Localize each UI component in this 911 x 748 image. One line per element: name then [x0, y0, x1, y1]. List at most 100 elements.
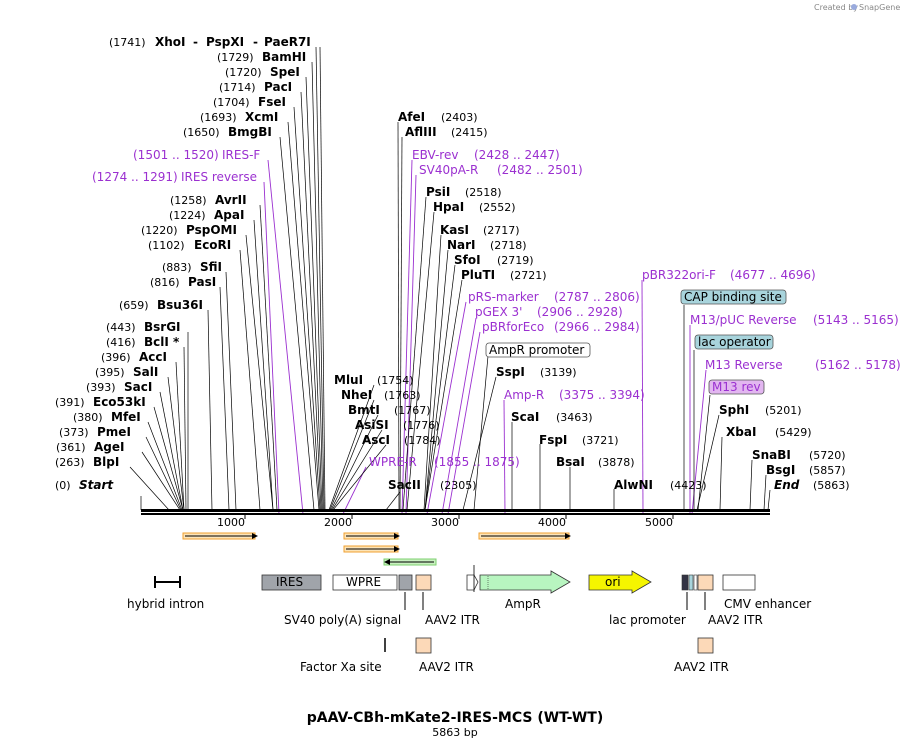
site-name: ScaI — [511, 410, 539, 424]
primer-name: IRES reverse — [181, 170, 257, 184]
site-pos: (883) — [162, 261, 192, 274]
m13-rev-box — [708, 379, 765, 395]
wpre-feature — [332, 574, 398, 591]
orf-arrow — [343, 532, 400, 540]
cmv-enhancer-feature — [722, 574, 756, 591]
mid-leader-lines — [328, 121, 771, 511]
site-name: AccI — [139, 350, 167, 364]
site-pos: (393) — [86, 381, 116, 394]
site-name: KasI — [440, 223, 469, 237]
site-name: Eco53kI — [93, 395, 146, 409]
site-pos: (1784) — [404, 434, 441, 447]
site-pos: (2415) — [451, 126, 488, 139]
ori-label: ori — [605, 575, 621, 589]
site-pos: (3139) — [540, 366, 577, 379]
tick-label: 5000 — [645, 516, 673, 529]
feature-track: hybrid intron IRES WPRE SV40 poly(A) sig… — [127, 565, 811, 674]
primer-name: pBRforEco — [482, 320, 544, 334]
primer-pos: (2966 .. 2984) — [554, 320, 640, 334]
primer-pos: (2906 .. 2928) — [537, 305, 623, 319]
lac-promoter-feature — [681, 574, 689, 591]
aav2-itr-label: AAV2 ITR — [419, 660, 474, 674]
site-name: SalI — [133, 365, 158, 379]
site-name: Bsu36I — [157, 298, 203, 312]
site-pos: (1102) — [148, 239, 185, 252]
site-pos: (396) — [101, 351, 131, 364]
site-pos: (1714) — [219, 81, 256, 94]
sv40-label: SV40 poly(A) signal — [284, 613, 401, 627]
orf-arrow — [343, 545, 400, 553]
site-name: MfeI — [111, 410, 141, 424]
site-pos: (2721) — [510, 269, 547, 282]
site-name: NheI — [341, 388, 372, 402]
site-pos: (361) — [56, 441, 86, 454]
site-pos: (2518) — [465, 186, 502, 199]
ori-feature — [588, 570, 652, 594]
site-name: BsaI — [556, 455, 585, 469]
site-name: PluTI — [461, 268, 495, 282]
site-pos: (3878) — [598, 456, 635, 469]
site-pos: (1720) — [225, 66, 262, 79]
orf-arrows — [182, 532, 571, 566]
plasmid-length: 5863 bp — [432, 726, 477, 739]
site-pos: (395) — [95, 366, 125, 379]
credit-prefix: Created by — [814, 3, 858, 12]
primer-name: pGEX 3' — [475, 305, 522, 319]
lac-operator-label: lac operator — [698, 335, 771, 349]
primer-pos: (3375 .. 3394) — [559, 388, 645, 402]
credit-brand: SnapGene — [859, 3, 900, 12]
hybrid-intron-label: hybrid intron — [127, 597, 204, 611]
site-pos: (391) — [55, 396, 85, 409]
wpre-label: WPRE — [346, 575, 381, 589]
sequence-backbone: 1000 2000 3000 4000 5000 — [141, 509, 770, 529]
sv40-polya-feature — [398, 574, 413, 591]
site-name: SnaBI — [752, 448, 791, 462]
site-pos: (816) — [150, 276, 180, 289]
site-pos: (443) — [106, 321, 136, 334]
site-name: SacII — [388, 478, 421, 492]
tick-marks — [244, 515, 674, 519]
primer-pos: (2482 .. 2501) — [497, 163, 583, 177]
hybrid-intron-feature — [154, 576, 181, 588]
cap-binding-site-label: CAP binding site — [684, 290, 782, 304]
site-name: EcoRI — [194, 238, 231, 252]
site-pos: (1767) — [394, 404, 431, 417]
site-name: AscI — [362, 433, 390, 447]
site-name: MluI — [334, 373, 363, 387]
ampr-promoter-label: AmpR promoter — [489, 343, 584, 357]
primer-name: IRES-F — [222, 148, 260, 162]
primer-leader-lines — [263, 159, 707, 515]
primer-pos: (4677 .. 4696) — [730, 268, 816, 282]
primer-pos: (2787 .. 2806) — [554, 290, 640, 304]
site-name: SacI — [124, 380, 152, 394]
site-pos: (416) — [106, 336, 136, 349]
ampr-promoter-feature — [466, 574, 479, 591]
site-pos: (2718) — [490, 239, 527, 252]
site-pos: (1693) — [200, 111, 237, 124]
site-name: HpaI — [433, 200, 464, 214]
cap-feature — [688, 574, 694, 591]
site-name: FseI — [258, 95, 286, 109]
primer-name: Amp-R — [504, 388, 544, 402]
site-name: PacI — [264, 80, 292, 94]
aav2-itr-feature — [697, 574, 714, 591]
site-name: SpeI — [270, 65, 300, 79]
site-name: SfoI — [454, 253, 481, 267]
site-name: SfiI — [200, 260, 222, 274]
aav2-itr-feature — [415, 574, 432, 591]
primer-name: M13/pUC Reverse — [690, 313, 797, 327]
site-name: NarI — [447, 238, 476, 252]
site-name: XbaI — [726, 425, 756, 439]
site-pos: (2717) — [483, 224, 520, 237]
right-site-labels: pBR322ori-F (4677 .. 4696) CAP binding s… — [642, 268, 901, 492]
m13-rev-label: M13 rev — [712, 380, 761, 394]
tick-label: 2000 — [324, 516, 352, 529]
site-name: AvrII — [215, 193, 247, 207]
site-pos: (1224) — [169, 209, 206, 222]
left-leader-lines — [129, 46, 326, 511]
aav2-itr-feature — [697, 637, 714, 654]
orf-arrow-reverse — [383, 558, 437, 566]
primer-name: pBR322ori-F — [642, 268, 716, 282]
aav2-itr-label: AAV2 ITR — [425, 613, 480, 627]
end-label: End — [774, 478, 800, 492]
